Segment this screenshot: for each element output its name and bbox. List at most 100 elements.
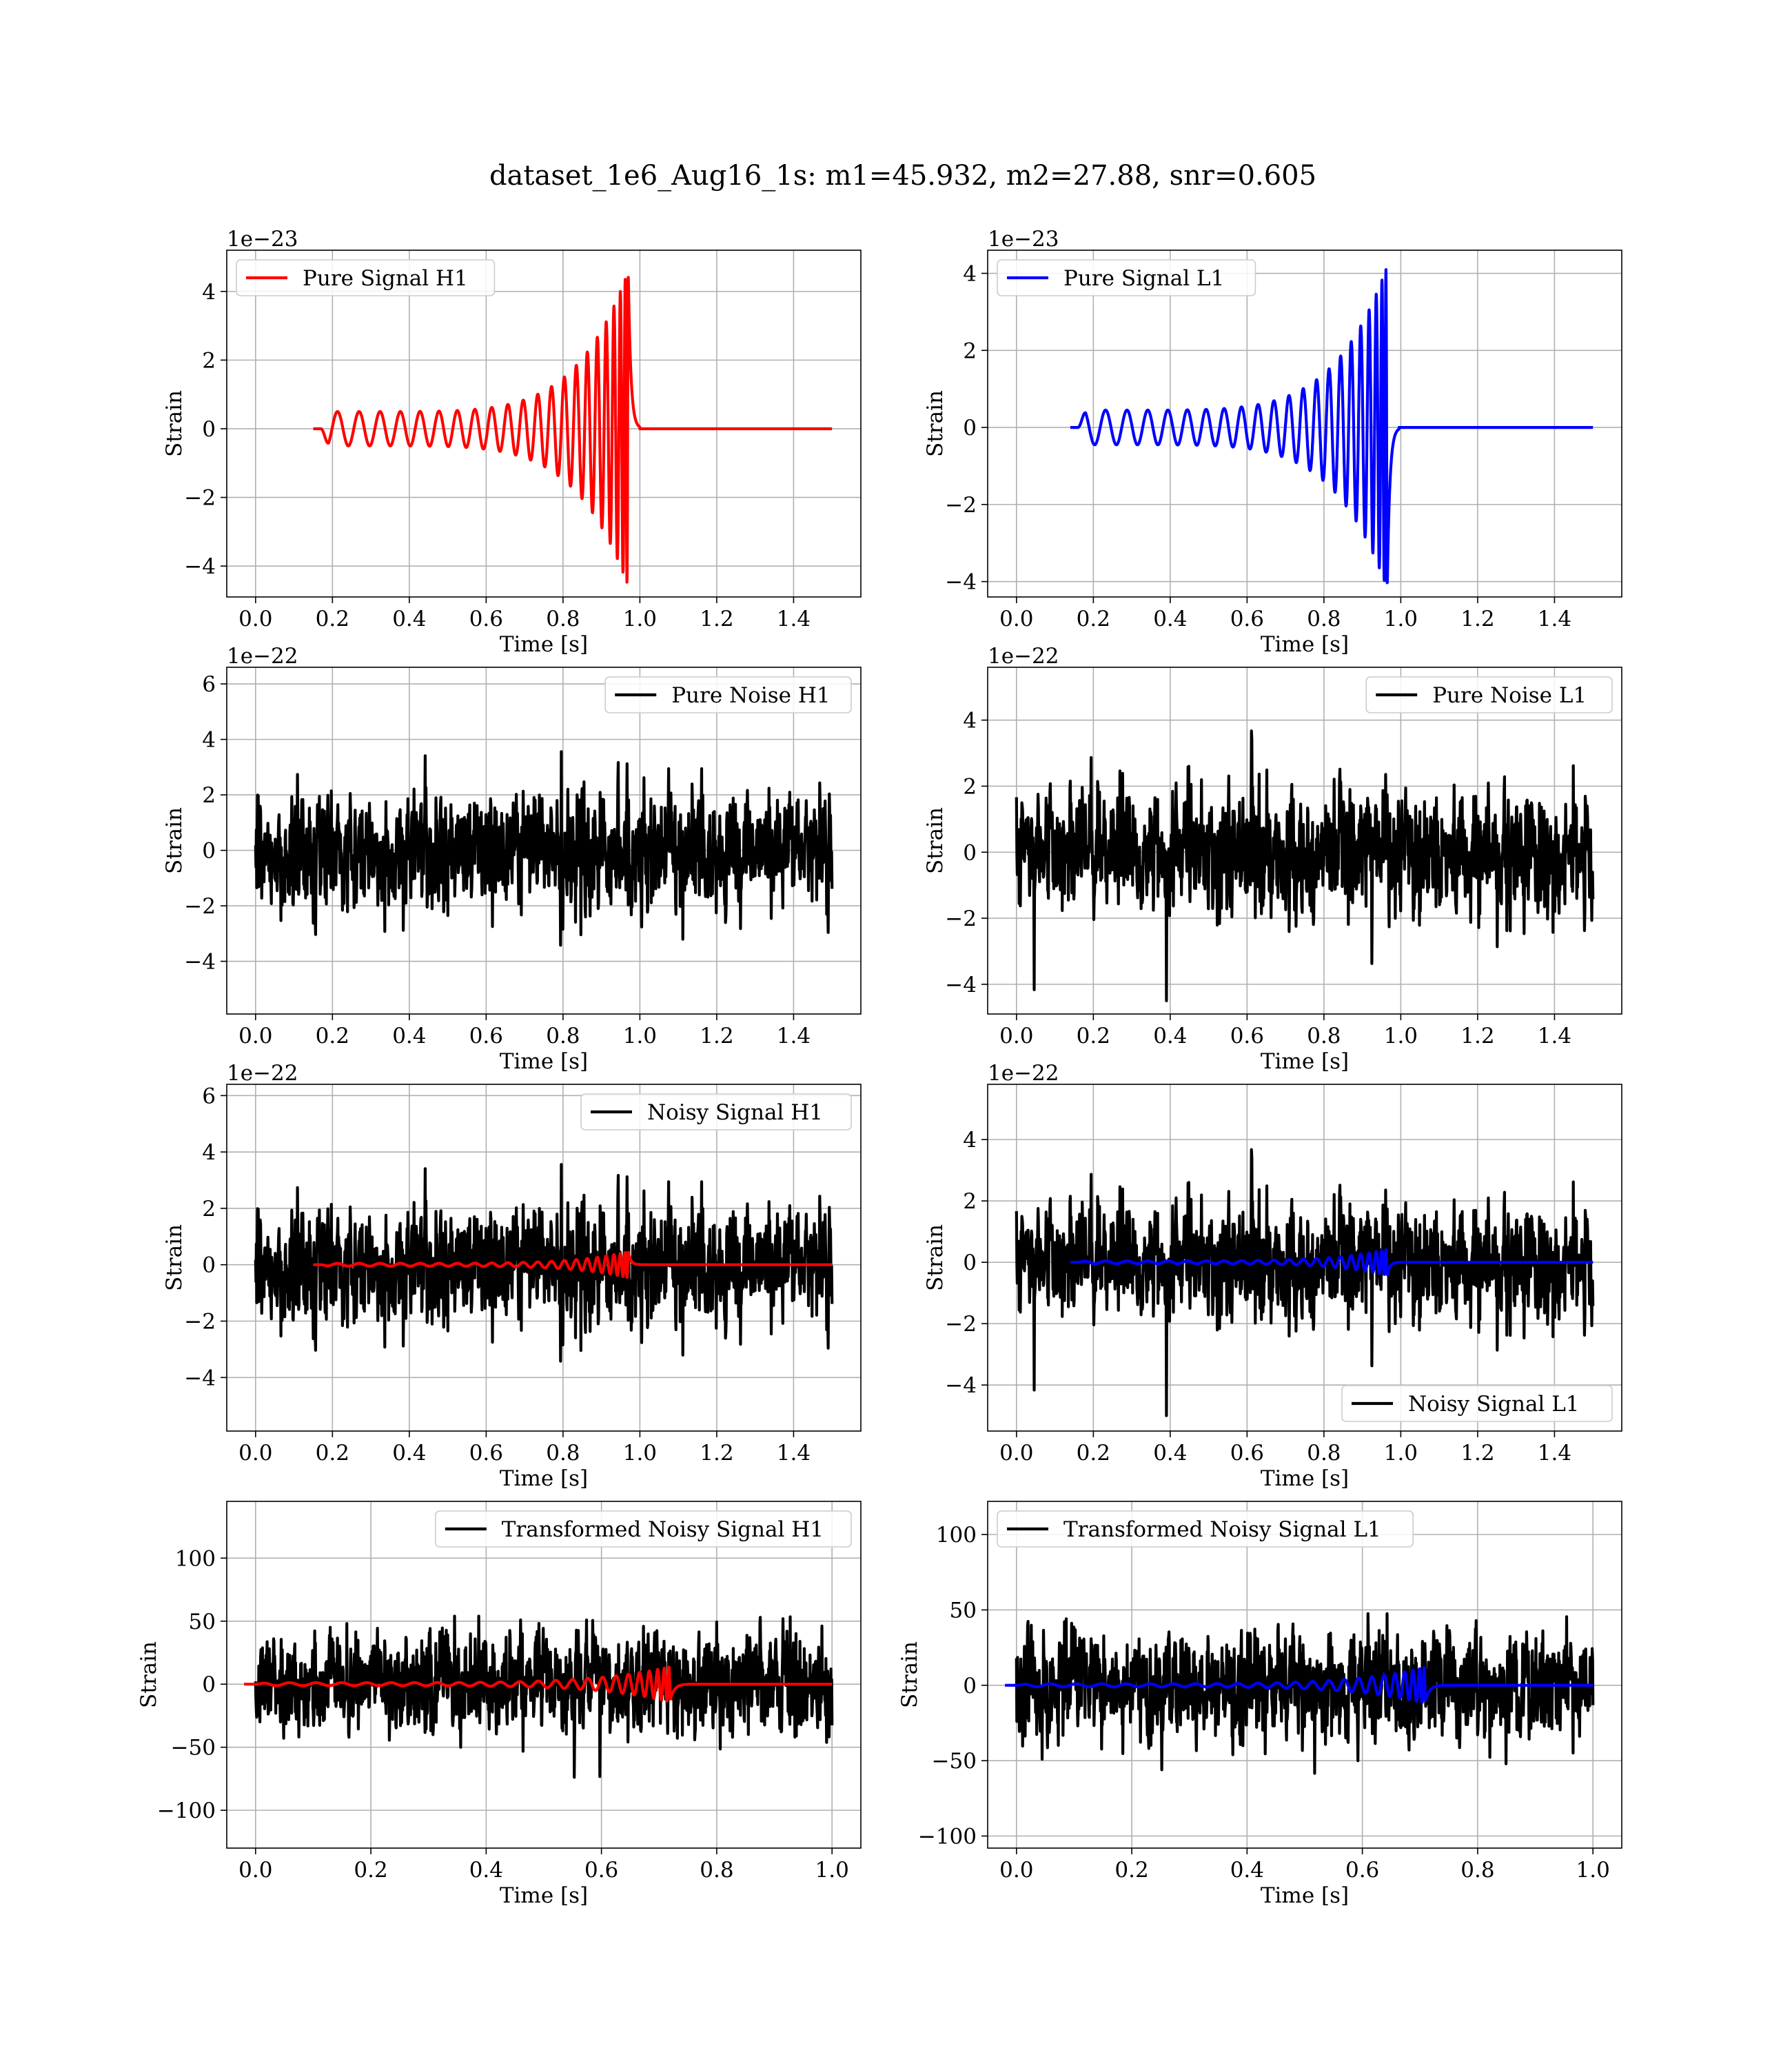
y-tick-label: 2 (963, 774, 977, 799)
legend: Pure Noise L1 (1365, 676, 1613, 713)
legend-label: Pure Signal L1 (1063, 266, 1224, 291)
y-tick-label: 0 (202, 417, 216, 442)
x-tick-label: 0.6 (469, 607, 503, 631)
y-tick-label: 2 (963, 338, 977, 363)
x-tick-label: 1.0 (623, 1024, 657, 1048)
x-tick-label: 1.2 (1460, 1441, 1494, 1466)
y-axis-label: Strain (923, 390, 948, 457)
x-tick-label: 1.4 (1538, 1441, 1571, 1466)
y-tick-label: −100 (918, 1825, 977, 1849)
series-line-chirp-1 (243, 1665, 833, 1703)
x-tick-label: 1.4 (777, 1024, 811, 1048)
legend: Noisy Signal L1 (1341, 1385, 1613, 1422)
x-tick-label: 0.6 (1230, 1441, 1264, 1466)
legend-label: Transformed Noisy Signal L1 (1063, 1517, 1381, 1542)
legend-box (1341, 1385, 1613, 1422)
x-axis-label: Time [s] (1261, 632, 1349, 657)
y-axis-label: Strain (136, 1641, 161, 1708)
legend: Transformed Noisy Signal L1 (997, 1510, 1414, 1548)
x-tick-label: 0.6 (1230, 607, 1264, 631)
series-line-pure-signal-l1 (1069, 268, 1594, 585)
x-tick-label: 1.4 (777, 607, 811, 631)
subplot-transformed-noisy-signal-h1: 0.0 0.2 0.4 0.6 0.8 1.0 −100 −50 0 50 100 Time [s] S… (136, 1501, 862, 1908)
x-tick-label: 0.8 (1307, 1441, 1341, 1466)
legend-box (434, 1510, 852, 1548)
y-axis-label: Strain (162, 807, 187, 874)
y-tick-label: −2 (184, 486, 216, 511)
offset-text: 1e−22 (988, 1061, 1059, 1086)
series-line-chirp-1 (1069, 1248, 1594, 1277)
legend-box (997, 1510, 1414, 1548)
legend: Pure Signal H1 (236, 259, 496, 296)
legend: Pure Noise H1 (604, 676, 852, 713)
y-tick-label: 50 (950, 1598, 977, 1623)
x-tick-label: 1.2 (1460, 1024, 1494, 1048)
y-tick-label: −4 (184, 950, 216, 975)
x-tick-label: 0.2 (316, 607, 349, 631)
subplot-transformed-noisy-signal-l1: 0.0 0.2 0.4 0.6 0.8 1.0 −100 −50 0 50 100 Time [s] S… (897, 1501, 1622, 1908)
y-tick-label: 4 (202, 728, 216, 753)
x-tick-label: 0.0 (999, 1858, 1033, 1883)
x-tick-label: 0.2 (354, 1858, 387, 1883)
legend-label: Noisy Signal H1 (647, 1100, 823, 1125)
x-tick-label: 1.0 (815, 1858, 849, 1883)
y-tick-label: 2 (963, 1189, 977, 1214)
subplot-noisy-signal-h1: 0.0 0.2 0.4 0.6 0.8 1.0 1.2 1.4 −4 −2 0 2 4 6 Time [s]… (162, 1061, 862, 1491)
subplot-pure-signal-h1: 0.0 0.2 0.4 0.6 0.8 1.0 1.2 1.4 −4 −2 0 2 4 Time [s] S… (162, 227, 862, 657)
x-tick-label: 1.2 (700, 1024, 733, 1048)
y-tick-label: 2 (202, 783, 216, 808)
y-tick-label: 4 (963, 262, 977, 287)
y-tick-label: 4 (963, 709, 977, 733)
legend-box (997, 259, 1256, 296)
x-tick-label: 1.0 (1576, 1858, 1610, 1883)
y-axis-label: Strain (162, 390, 187, 457)
y-tick-label: 6 (202, 1084, 216, 1108)
x-tick-label: 0.0 (999, 607, 1033, 631)
x-tick-label: 1.2 (700, 1441, 733, 1466)
x-tick-label: 0.2 (1077, 1024, 1110, 1048)
subplot-pure-noise-l1: 0.0 0.2 0.4 0.6 0.8 1.0 1.2 1.4 −4 −2 0 2 4 Time [s] S… (923, 644, 1622, 1074)
x-tick-label: 0.0 (238, 607, 272, 631)
x-axis-label: Time [s] (1261, 1049, 1349, 1074)
x-axis-label: Time [s] (500, 1883, 588, 1908)
axes-frame (226, 667, 862, 1015)
y-tick-label: −50 (932, 1749, 977, 1774)
x-tick-label: 0.8 (546, 1024, 580, 1048)
y-tick-label: 6 (202, 672, 216, 697)
x-tick-label: 0.2 (1114, 1858, 1148, 1883)
x-tick-label: 0.8 (1307, 607, 1341, 631)
x-tick-label: 0.2 (1077, 1441, 1110, 1466)
series-line-chirp-1 (1004, 1666, 1594, 1704)
x-tick-label: 0.0 (238, 1024, 272, 1048)
y-tick-label: −2 (184, 894, 216, 919)
series-line-noisy-signal-h1 (254, 1163, 834, 1363)
offset-text: 1e−22 (988, 644, 1059, 669)
x-tick-label: 1.0 (1384, 1024, 1418, 1048)
y-tick-label: 50 (189, 1610, 216, 1634)
y-tick-label: 100 (175, 1546, 216, 1571)
y-tick-label: −4 (184, 1366, 216, 1390)
axes-frame (226, 1501, 862, 1849)
x-axis-label: Time [s] (500, 1466, 588, 1491)
offset-text: 1e−22 (227, 644, 298, 669)
y-tick-label: 0 (963, 416, 977, 440)
x-tick-label: 0.8 (700, 1858, 733, 1883)
y-tick-label: −2 (945, 1312, 977, 1337)
y-tick-label: −2 (945, 493, 977, 518)
y-tick-label: −2 (945, 906, 977, 931)
series-line-pure-noise-h1 (254, 750, 834, 947)
x-tick-label: 0.6 (584, 1858, 618, 1883)
axes-frame (987, 250, 1622, 598)
legend-label: Pure Noise L1 (1432, 683, 1587, 708)
axes-frame (226, 1084, 862, 1432)
offset-text: 1e−22 (227, 1061, 298, 1086)
y-axis-label: Strain (923, 1224, 948, 1291)
series-line-pure-noise-l1 (1015, 729, 1595, 1002)
offset-text: 1e−23 (227, 227, 298, 252)
subplot-pure-signal-l1: 0.0 0.2 0.4 0.6 0.8 1.0 1.2 1.4 −4 −2 0 2 4 Time [s] S… (923, 227, 1622, 657)
x-tick-label: 1.4 (1538, 1024, 1571, 1048)
legend-label: Transformed Noisy Signal H1 (502, 1517, 824, 1542)
y-tick-label: −4 (945, 570, 977, 595)
legend-label: Pure Noise H1 (671, 683, 830, 708)
x-axis-label: Time [s] (500, 1049, 588, 1074)
